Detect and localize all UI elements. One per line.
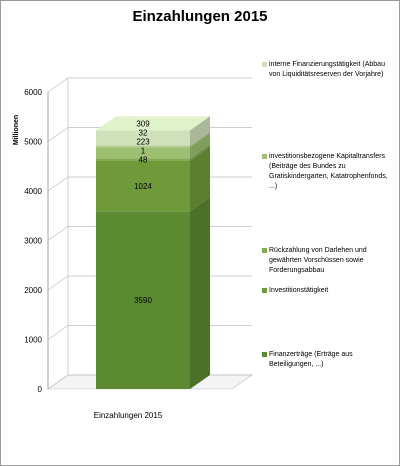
y-tick-label: 2000 — [24, 286, 42, 295]
bar-segment — [96, 130, 190, 146]
bar-segment-side — [190, 144, 210, 159]
bar-segment-side — [190, 131, 210, 148]
legend-label: Rückzahlung von Darlehen und gewährten V… — [269, 247, 367, 274]
bar-segment — [96, 211, 190, 389]
bar-segment-side — [190, 146, 210, 212]
y-tick-label: 1000 — [24, 336, 42, 345]
bar-segment-side — [190, 116, 210, 146]
legend-label: interne Finanzierungstätigkeit (Abbau vo… — [269, 61, 385, 78]
bar-segment — [96, 158, 190, 161]
data-label: 223 — [136, 137, 150, 146]
y-tick-label: 3000 — [24, 237, 42, 246]
bar-top — [96, 116, 210, 131]
bar-segment — [96, 145, 190, 148]
legend-swatch — [262, 248, 267, 253]
y-tick-label: 5000 — [24, 138, 42, 147]
legend-label: Finanzerträge (Erträge aus Beteiligungen… — [269, 351, 353, 368]
legend-label: Investitionstätigkeit — [269, 287, 329, 294]
data-label: 1024 — [134, 182, 152, 191]
bar-segment — [96, 160, 190, 212]
data-label: 1 — [141, 146, 146, 155]
bar-segment-side — [190, 133, 210, 159]
y-tick-label: 0 — [38, 385, 43, 394]
data-label: 3590 — [134, 296, 152, 305]
data-label: 309 — [136, 119, 150, 128]
x-tick-label: Einzahlungen 2015 — [94, 411, 163, 420]
bar-segment — [96, 147, 190, 159]
bar-segment-side — [190, 144, 210, 161]
y-axis-label: Millionen — [13, 115, 20, 145]
legend-swatch — [262, 154, 267, 159]
legend-swatch — [262, 352, 267, 357]
legend-label: investitionsbezogene Kapitaltransfers (B… — [269, 153, 388, 190]
bar-segment-side — [190, 197, 210, 389]
legend-swatch — [262, 62, 267, 67]
y-tick-label: 6000 — [24, 88, 42, 97]
chart-title: Einzahlungen 2015 — [132, 8, 268, 25]
data-label: 48 — [139, 155, 148, 164]
y-tick-label: 4000 — [24, 187, 42, 196]
data-label: 32 — [139, 128, 148, 137]
legend-swatch — [262, 288, 267, 293]
